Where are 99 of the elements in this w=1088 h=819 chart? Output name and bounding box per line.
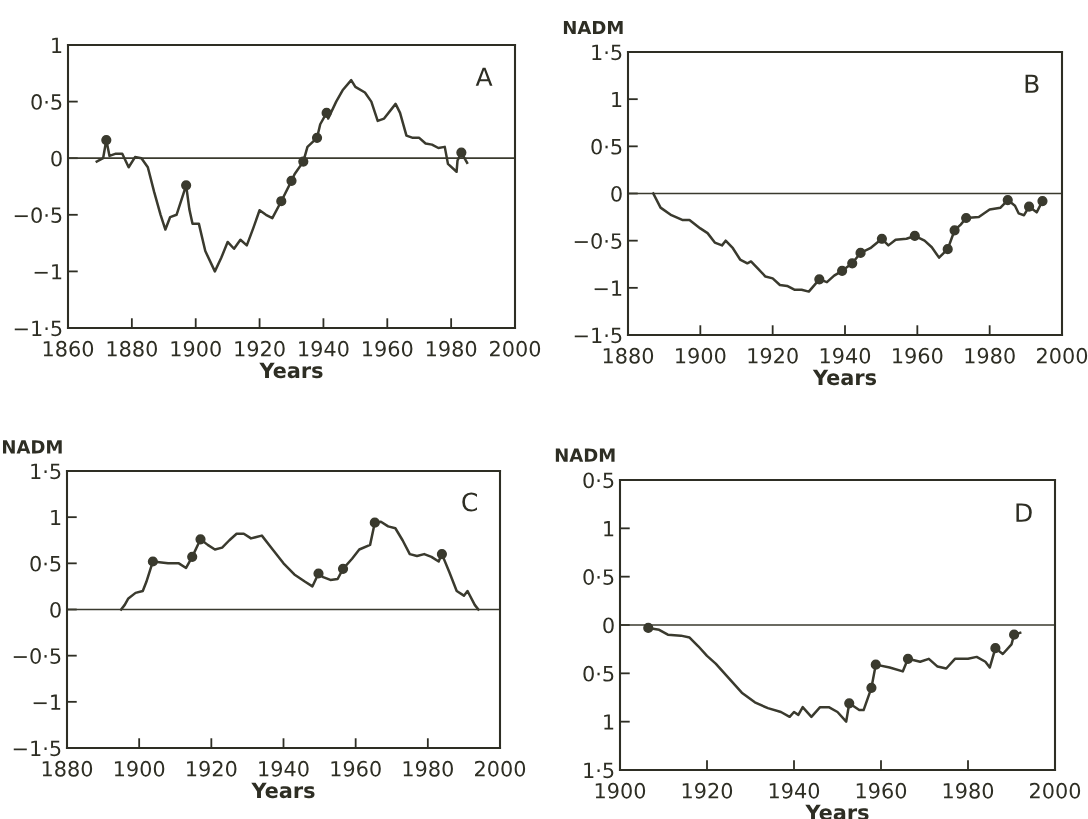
point: [101, 135, 112, 146]
y-axis-title: NADM: [563, 20, 623, 35]
point: [942, 244, 953, 255]
x-tick-label: 1900: [114, 760, 165, 777]
y-tick-label: −1·5: [14, 320, 62, 337]
point: [436, 549, 447, 560]
x-tick-label: 1880: [42, 760, 93, 777]
y-tick-label: 0: [611, 185, 622, 202]
x-tick-label: 1940: [769, 782, 820, 799]
x-tick-label: 1900: [676, 347, 726, 364]
x-tick-label: 1940: [820, 347, 871, 364]
y-tick-label: −0·5: [13, 648, 61, 664]
x-tick-label: 2000: [1037, 347, 1088, 364]
y-tick-label: 0·5: [583, 569, 614, 585]
x-tick-label: 1940: [299, 340, 349, 357]
x-axis-title: Years: [251, 782, 315, 799]
y-tick-label: −1: [33, 694, 61, 710]
y-tick-label: 0·5: [591, 138, 622, 155]
x-tick-label: 1960: [856, 782, 907, 799]
y-tick-label: 1: [604, 714, 614, 730]
x-tick-label: 1960: [331, 760, 381, 777]
x-tick-label: 1920: [187, 760, 237, 777]
annotation: C: [462, 492, 477, 512]
point: [147, 556, 158, 567]
point: [902, 653, 914, 664]
y-tick-label: 0·5: [31, 94, 62, 110]
x-tick-label: 1900: [595, 782, 646, 799]
x-tick-label: 2000: [475, 760, 526, 777]
y-tick-label: 1·5: [592, 44, 622, 61]
y-tick-label: 0: [603, 617, 614, 634]
point: [321, 107, 332, 119]
point: [286, 175, 297, 186]
x-tick-label: 2000: [490, 340, 541, 357]
point: [949, 225, 960, 236]
point: [814, 274, 825, 285]
y-tick-label: 1: [52, 37, 62, 53]
x-tick-label: 1960: [893, 347, 943, 364]
x-tick-label: 1860: [43, 340, 94, 357]
x-tick-label: 1980: [965, 347, 1015, 364]
point: [1002, 195, 1013, 206]
point: [870, 659, 881, 670]
point: [337, 563, 349, 574]
x-tick-label: 1880: [603, 347, 654, 364]
y-tick-label: −1: [34, 264, 62, 280]
point: [844, 698, 855, 709]
x-axis-title: Years: [259, 362, 323, 379]
annotation: A: [475, 67, 493, 86]
point: [1024, 201, 1035, 212]
y-tick-label: 0: [51, 150, 62, 167]
point: [181, 180, 192, 191]
point: [1009, 629, 1020, 640]
point: [847, 258, 858, 269]
point: [276, 196, 287, 207]
y-axis-title: NADM: [555, 448, 615, 462]
x-tick-label: 1920: [682, 782, 733, 799]
point: [643, 622, 654, 633]
y-tick-label: −0·5: [574, 233, 622, 249]
y-tick-label: −0·5: [14, 207, 62, 224]
y-tick-label: 0: [50, 601, 61, 618]
y-tick-label: 1·5: [31, 463, 61, 480]
point: [298, 156, 309, 167]
annotation: B: [1025, 74, 1039, 93]
x-axis-title: Years: [812, 369, 877, 386]
y-tick-label: 1: [51, 509, 61, 526]
y-tick-label: 1: [612, 91, 622, 108]
y-tick-label: 0·5: [583, 472, 614, 489]
x-tick-label: 2000: [1030, 782, 1081, 799]
x-tick-label: 1920: [748, 347, 798, 364]
point: [311, 132, 323, 143]
point: [187, 551, 198, 562]
point: [990, 643, 1001, 654]
x-tick-label: 1980: [943, 782, 994, 799]
point: [456, 147, 467, 158]
y-axis-title: NADM: [3, 440, 62, 454]
point: [313, 568, 324, 579]
y-tick-label: −1: [594, 280, 622, 296]
point: [1037, 195, 1048, 207]
x-tick-label: 1940: [259, 760, 309, 777]
y-tick-label: 0·5: [30, 555, 61, 572]
y-tick-label: 1: [604, 521, 614, 537]
point: [909, 230, 920, 242]
x-tick-label: 1960: [363, 340, 413, 357]
point: [961, 212, 972, 224]
y-tick-label: −1·5: [574, 327, 622, 344]
point: [837, 265, 848, 276]
x-tick-label: 1880: [107, 340, 157, 357]
annotation: D: [1016, 503, 1032, 522]
point: [866, 682, 877, 693]
point: [876, 233, 887, 244]
y-tick-label: 0·5: [583, 665, 614, 682]
x-tick-label: 1900: [171, 340, 221, 357]
x-tick-label: 1980: [426, 340, 477, 357]
point: [855, 247, 866, 259]
y-tick-label: 1·5: [584, 762, 614, 779]
x-tick-label: 1980: [403, 760, 453, 777]
y-tick-label: −1·5: [13, 740, 61, 757]
x-tick-label: 1920: [235, 340, 285, 357]
point: [369, 517, 380, 528]
point: [195, 534, 206, 545]
